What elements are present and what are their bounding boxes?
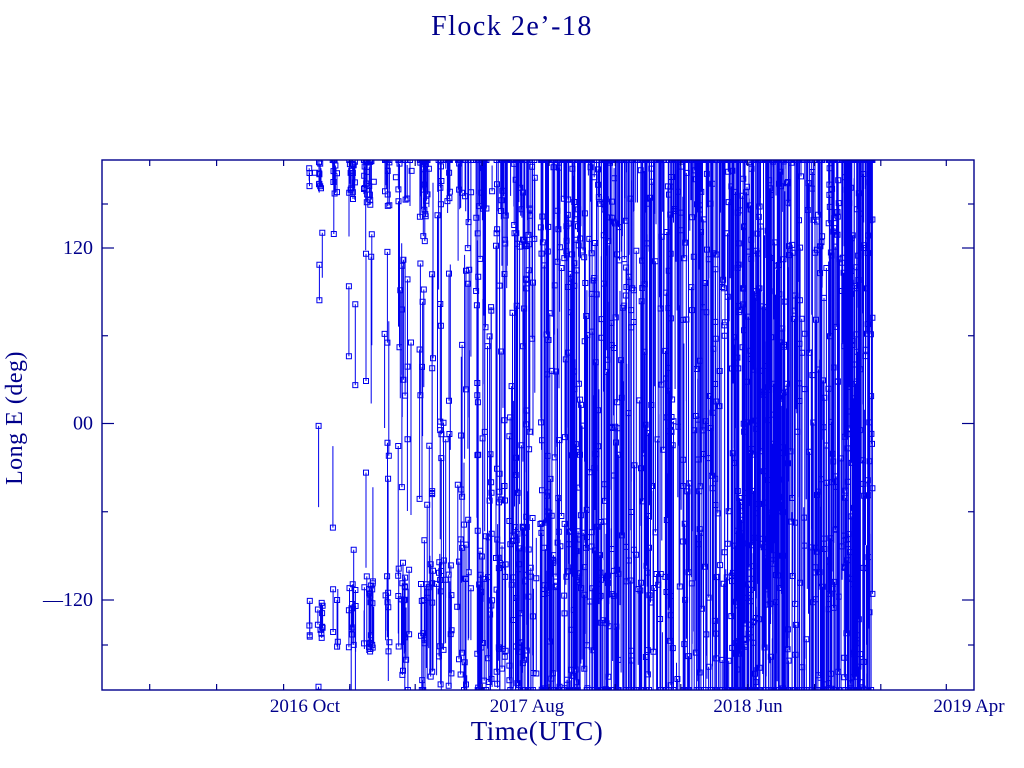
svg-text:Long E (deg): Long E (deg) (2, 351, 28, 485)
svg-text:Flock 2e’-18: Flock 2e’-18 (431, 11, 593, 42)
svg-text:Time(UTC): Time(UTC) (471, 716, 604, 746)
svg-text:2016 Oct: 2016 Oct (270, 696, 341, 717)
svg-text:00: 00 (73, 413, 93, 435)
svg-text:120: 120 (63, 237, 93, 259)
svg-text:2018 Jun: 2018 Jun (713, 696, 783, 717)
svg-text:2019 Apr: 2019 Apr (933, 696, 1005, 717)
svg-text:2017 Aug: 2017 Aug (490, 696, 565, 717)
svg-text:—120: —120 (42, 589, 93, 611)
